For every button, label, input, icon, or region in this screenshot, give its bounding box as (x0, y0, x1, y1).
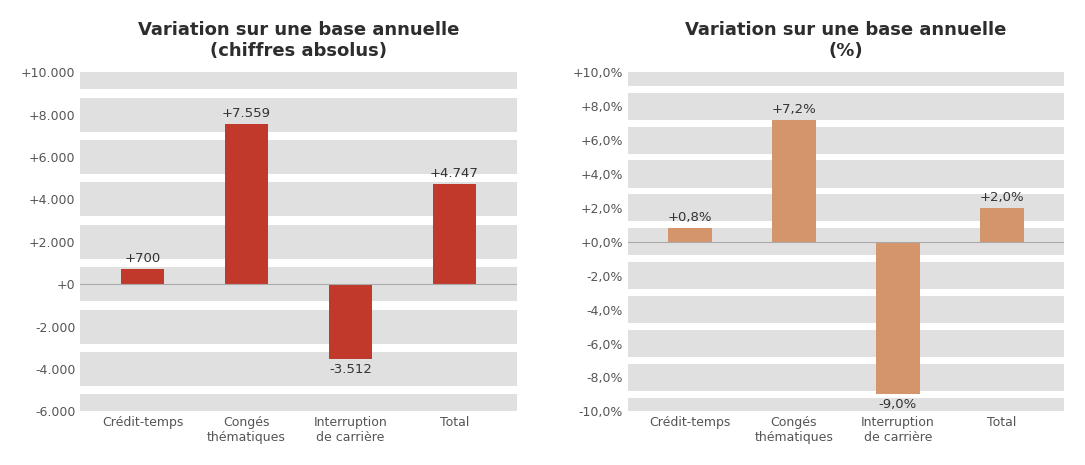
Bar (876, 242, 920, 394)
Bar (773, 120, 816, 242)
Bar (80, 225, 516, 259)
Title: Variation sur une base annuelle
(chiffres absolus): Variation sur une base annuelle (chiffre… (138, 21, 459, 60)
Text: +7,2%: +7,2% (771, 103, 816, 116)
Bar (80, 352, 516, 386)
Bar (80, 98, 516, 132)
Bar (627, 93, 1064, 120)
Bar (627, 296, 1064, 323)
Bar (627, 160, 1064, 187)
Bar (80, 55, 516, 89)
Title: Variation sur une base annuelle
(%): Variation sur une base annuelle (%) (686, 21, 1007, 60)
Bar (80, 394, 516, 428)
Bar (80, 140, 516, 174)
Bar (433, 184, 476, 284)
Text: -3.512: -3.512 (329, 363, 372, 376)
Text: +2,0%: +2,0% (980, 191, 1024, 204)
Bar (627, 262, 1064, 289)
Text: +4.747: +4.747 (430, 166, 478, 179)
Bar (225, 124, 268, 284)
Bar (627, 398, 1064, 425)
Text: +700: +700 (125, 252, 161, 265)
Bar (120, 269, 165, 284)
Text: -9,0%: -9,0% (879, 399, 917, 412)
Bar (980, 208, 1023, 242)
Bar (80, 182, 516, 216)
Bar (627, 59, 1064, 86)
Text: +0,8%: +0,8% (667, 211, 712, 224)
Bar (627, 228, 1064, 255)
Bar (627, 194, 1064, 221)
Text: +7.559: +7.559 (222, 107, 271, 120)
Bar (80, 310, 516, 344)
Bar (627, 330, 1064, 357)
Bar (80, 267, 516, 301)
Bar (627, 364, 1064, 391)
Bar (668, 228, 712, 242)
Bar (329, 284, 372, 359)
Bar (627, 126, 1064, 153)
